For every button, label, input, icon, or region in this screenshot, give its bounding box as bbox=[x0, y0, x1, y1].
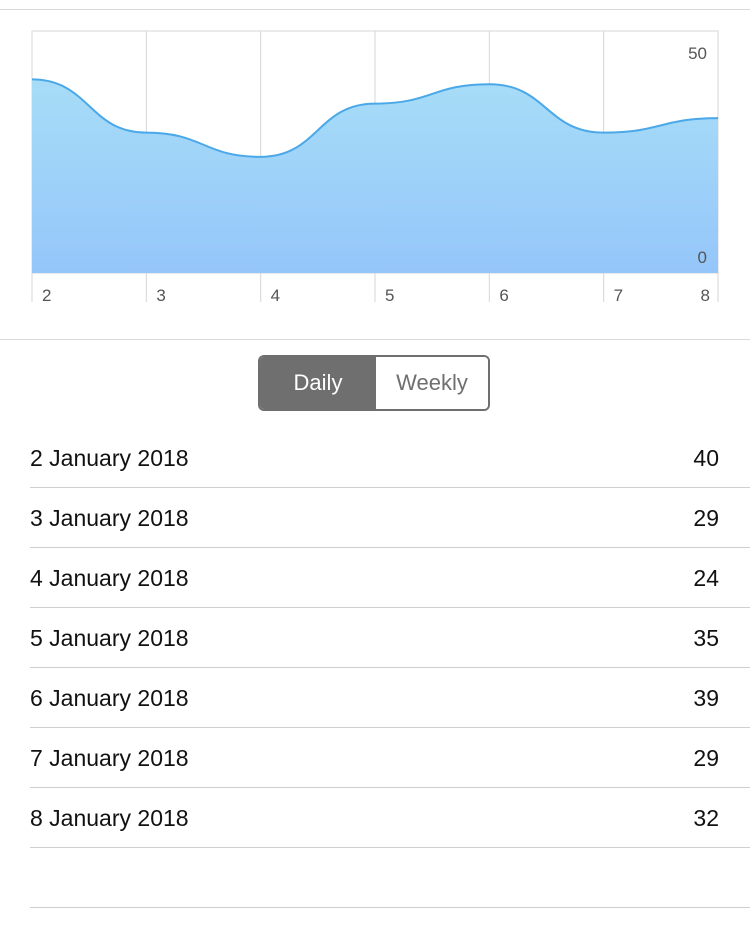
area-chart: 2 3 4 5 6 7 8 50 0 bbox=[31, 30, 719, 305]
row-date: 3 January 2018 bbox=[30, 505, 189, 531]
x-tick-label: 7 bbox=[614, 286, 623, 305]
row-value: 39 bbox=[693, 685, 719, 711]
row-value: 32 bbox=[693, 805, 719, 831]
row-value: 29 bbox=[693, 505, 719, 531]
chart-divider bbox=[0, 339, 750, 340]
row-date: 4 January 2018 bbox=[30, 565, 189, 591]
list-item[interactable]: 3 January 2018 29 bbox=[0, 488, 750, 548]
daily-segment-button[interactable]: Daily bbox=[260, 357, 376, 409]
area-fill bbox=[32, 79, 718, 274]
area-chart-panel: 2 3 4 5 6 7 8 50 0 bbox=[0, 0, 750, 340]
row-value: 35 bbox=[693, 625, 719, 651]
list-item[interactable]: 7 January 2018 29 bbox=[0, 728, 750, 788]
row-value: 29 bbox=[693, 745, 719, 771]
daily-values-list: 2 January 2018 40 3 January 2018 29 4 Ja… bbox=[0, 428, 750, 848]
top-divider bbox=[0, 9, 750, 10]
period-segmented-control: Daily Weekly bbox=[258, 355, 490, 411]
x-tick-label: 8 bbox=[701, 286, 710, 305]
row-value: 40 bbox=[693, 445, 719, 471]
row-value: 24 bbox=[693, 565, 719, 591]
list-item[interactable]: 2 January 2018 40 bbox=[0, 428, 750, 488]
x-tick-label: 2 bbox=[42, 286, 51, 305]
list-item[interactable]: 6 January 2018 39 bbox=[0, 668, 750, 728]
weekly-segment-button[interactable]: Weekly bbox=[376, 357, 488, 409]
x-tick-label: 4 bbox=[271, 286, 280, 305]
x-tick-label: 3 bbox=[156, 286, 165, 305]
x-tick-label: 6 bbox=[499, 286, 508, 305]
row-date: 5 January 2018 bbox=[30, 625, 189, 651]
list-item[interactable]: 5 January 2018 35 bbox=[0, 608, 750, 668]
row-date: 8 January 2018 bbox=[30, 805, 189, 831]
series-line bbox=[31, 78, 719, 158]
y-tick-label-bottom: 0 bbox=[698, 248, 707, 267]
row-date: 2 January 2018 bbox=[30, 445, 189, 471]
list-item[interactable]: 8 January 2018 32 bbox=[0, 788, 750, 848]
y-tick-label-top: 50 bbox=[688, 44, 707, 63]
x-tick-label: 5 bbox=[385, 286, 394, 305]
row-date: 6 January 2018 bbox=[30, 685, 189, 711]
bottom-divider bbox=[30, 907, 750, 908]
list-item[interactable]: 4 January 2018 24 bbox=[0, 548, 750, 608]
row-date: 7 January 2018 bbox=[30, 745, 189, 771]
